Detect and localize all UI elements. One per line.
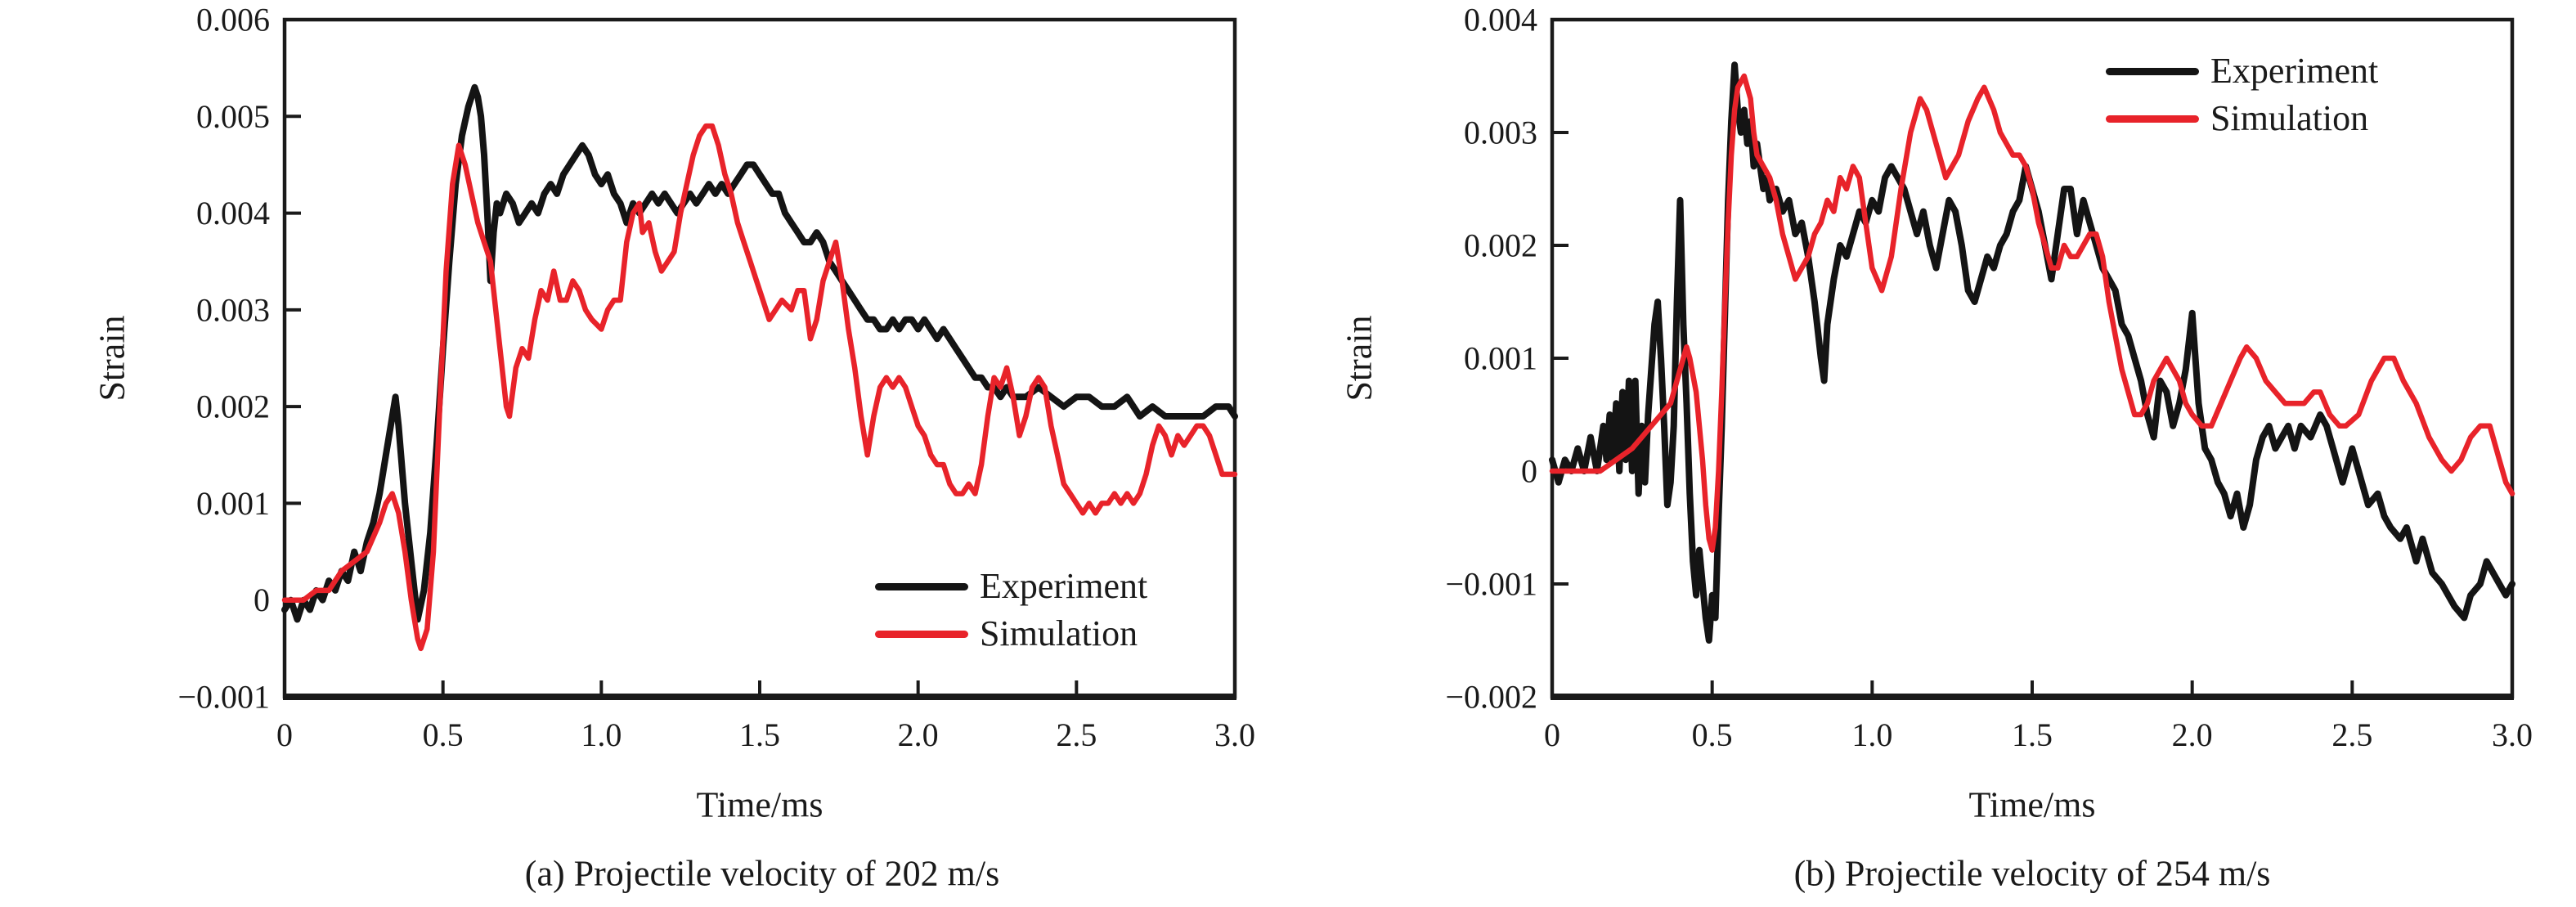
chart-a-x-axis-title: Time/ms bbox=[696, 784, 824, 825]
figure-panel-b: 0.004 0.003 0.002 0.001 0 −0.001 −0.002 0 0.5 1.0… bbox=[1288, 0, 2576, 907]
series-line-simulation bbox=[1549, 73, 2515, 553]
x-tick-label: 0 bbox=[1544, 716, 1560, 753]
legend-row-experiment: Experiment bbox=[875, 563, 1147, 610]
y-tick-label: 0.005 bbox=[196, 98, 270, 135]
experiment-line-swatch bbox=[875, 582, 968, 590]
legend-label-experiment: Experiment bbox=[2210, 51, 2379, 91]
legend-row-experiment: Experiment bbox=[2106, 47, 2378, 95]
chart-a-y-axis-title: Strain bbox=[92, 315, 132, 402]
x-tick-label: 2.0 bbox=[898, 716, 939, 753]
experiment-line-swatch bbox=[2106, 67, 2199, 75]
chart-a-caption: (a) Projectile velocity of 202 m/s bbox=[524, 853, 1000, 894]
legend-label-simulation: Simulation bbox=[980, 613, 1138, 653]
chart-b-x-axis-title: Time/ms bbox=[1968, 784, 2096, 825]
figure-panel-a: 0.006 0.005 0.004 0.003 0.002 0.001 0 −0.001 0 0.… bbox=[92, 2, 1256, 894]
x-tick-label: 1.0 bbox=[1851, 716, 1892, 753]
legend-label-simulation: Simulation bbox=[2210, 98, 2369, 138]
chart-a-legend: Experiment Simulation bbox=[875, 563, 1147, 658]
y-tick-label: 0 bbox=[254, 581, 270, 618]
y-tick-label: 0.001 bbox=[196, 485, 270, 522]
x-tick-label: 0.5 bbox=[423, 716, 464, 753]
series-line-experiment bbox=[1549, 61, 2515, 644]
legend-row-simulation: Simulation bbox=[2106, 95, 2378, 142]
x-tick-label: 3.0 bbox=[2492, 716, 2533, 753]
y-tick-label: 0.004 bbox=[1464, 2, 1537, 38]
chart-b-caption: (b) Projectile velocity of 254 m/s bbox=[1793, 853, 2271, 894]
x-tick-label: 2.5 bbox=[2331, 716, 2372, 753]
y-tick-label: −0.001 bbox=[177, 679, 270, 716]
y-tick-label: 0.004 bbox=[196, 195, 270, 231]
y-tick-label: 0 bbox=[1521, 453, 1537, 490]
y-tick-label: 0.006 bbox=[196, 2, 270, 38]
series-line-simulation bbox=[281, 123, 1238, 652]
y-tick-label: 0.001 bbox=[1464, 340, 1537, 377]
x-tick-label: 0 bbox=[276, 716, 293, 753]
chart-b-legend: Experiment Simulation bbox=[2106, 47, 2378, 142]
series-line-experiment bbox=[281, 83, 1238, 623]
x-tick-label: 2.0 bbox=[2172, 716, 2213, 753]
y-tick-label: 0.003 bbox=[196, 291, 270, 328]
simulation-line-swatch bbox=[2106, 114, 2199, 123]
simulation-line-swatch bbox=[875, 630, 968, 638]
legend-label-experiment: Experiment bbox=[980, 566, 1148, 606]
x-tick-label: 0.5 bbox=[1692, 716, 1733, 753]
y-tick-label: −0.001 bbox=[1445, 566, 1537, 603]
y-tick-label: 0.003 bbox=[1464, 114, 1537, 151]
x-tick-label: 1.0 bbox=[581, 716, 622, 753]
y-tick-label: 0.002 bbox=[1464, 227, 1537, 264]
y-tick-label: 0.002 bbox=[196, 388, 270, 425]
x-tick-label: 2.5 bbox=[1056, 716, 1097, 753]
chart-b-y-axis-title: Strain bbox=[1339, 315, 1380, 402]
legend-row-simulation: Simulation bbox=[875, 610, 1147, 658]
x-tick-label: 1.5 bbox=[2012, 716, 2053, 753]
x-tick-label: 3.0 bbox=[1214, 716, 1255, 753]
y-tick-label: −0.002 bbox=[1445, 679, 1537, 716]
x-tick-label: 1.5 bbox=[739, 716, 780, 753]
